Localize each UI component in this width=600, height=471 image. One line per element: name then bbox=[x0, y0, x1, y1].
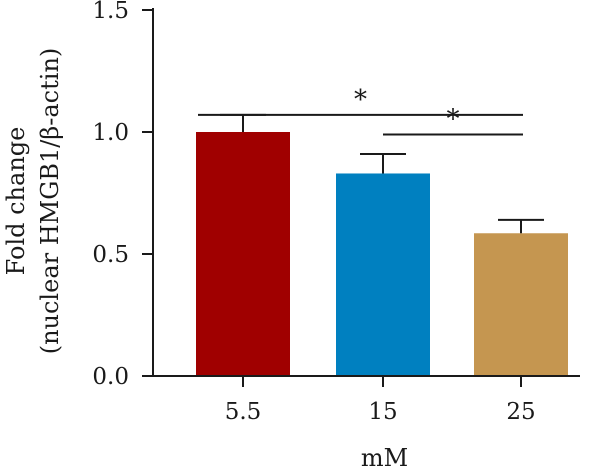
y-tick-label: 0.0 bbox=[92, 364, 129, 390]
x-axis-title: mM bbox=[361, 444, 408, 471]
bars bbox=[196, 132, 568, 376]
axes: 0.0 0.5 1.0 1.5 5.5 15 25 bbox=[92, 0, 580, 425]
error-bar-5_5 bbox=[220, 113, 266, 132]
y-axis-title: Fold change (nuclear HMGB1/β-actin) bbox=[2, 48, 64, 355]
y-axis-title-line1: Fold change bbox=[2, 127, 30, 276]
y-tick-label: 0.5 bbox=[92, 242, 129, 268]
x-tick-label: 15 bbox=[368, 399, 397, 425]
significance-15-vs-25: * bbox=[383, 104, 523, 136]
y-axis-title-line2: (nuclear HMGB1/β-actin) bbox=[36, 48, 64, 355]
y-tick-label: 1.5 bbox=[92, 0, 129, 24]
significance-asterisk: * bbox=[354, 85, 367, 115]
bar-15 bbox=[336, 173, 430, 376]
x-tick-label: 25 bbox=[506, 399, 535, 425]
significance-asterisk: * bbox=[447, 104, 460, 134]
bar-25 bbox=[474, 233, 568, 376]
error-bar-25 bbox=[498, 218, 544, 234]
significance-brackets: ** bbox=[198, 85, 523, 136]
y-tick-label: 1.0 bbox=[92, 120, 129, 146]
error-bar-15 bbox=[360, 152, 406, 174]
significance-5_5-vs-25: * bbox=[198, 85, 523, 116]
x-tick-label: 5.5 bbox=[225, 399, 262, 425]
bar-5_5 bbox=[196, 132, 290, 376]
